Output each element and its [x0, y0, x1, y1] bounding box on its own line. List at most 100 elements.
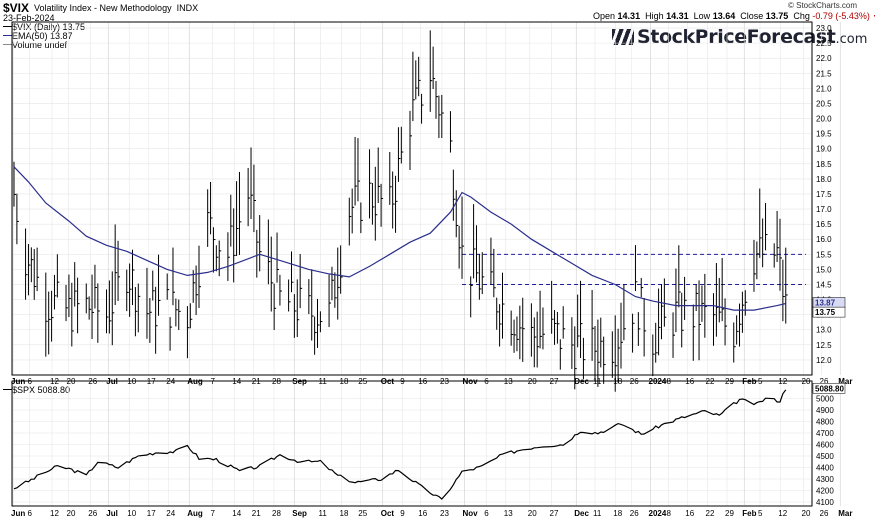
spx-price-tag: 5088.80: [815, 384, 844, 393]
y-tick-label: 12.0: [816, 356, 832, 365]
x-tick-label: 16: [418, 377, 427, 386]
x-tick-label: 10: [127, 509, 136, 518]
x-tick-label: 13: [504, 509, 513, 518]
spx-series-line: [13, 389, 787, 500]
x-tick-label: Oct: [381, 509, 395, 518]
spx-price-tag-box: [812, 383, 846, 394]
x-tick-label: Dec: [574, 509, 589, 518]
x-tick-label: 23: [440, 509, 449, 518]
x-tick-label: 17: [147, 509, 156, 518]
copyright: © StockCharts.com: [788, 1, 858, 10]
x-tick-label: 2024: [649, 377, 667, 386]
spx-line: [13, 389, 787, 500]
x-tick-label: 28: [272, 509, 281, 518]
y-tick-label: 4900: [816, 406, 834, 415]
x-tick-label: 24: [166, 509, 175, 518]
x-tick-label: 12: [50, 377, 59, 386]
x-tick-label: 29: [725, 509, 734, 518]
x-tick-label: 22: [706, 377, 715, 386]
x-tick-label: Sep: [292, 377, 307, 386]
x-tick-label: 11: [593, 509, 602, 518]
x-tick-label: 6: [28, 509, 33, 518]
x-tick-label: 7: [211, 377, 216, 386]
down-arrow-icon: ▼: [872, 14, 875, 21]
y-tick-label: 23.0: [816, 24, 832, 33]
x-tick-label: 9: [400, 509, 405, 518]
y-tick-label: 16.5: [816, 220, 832, 229]
x-tick-label: 17: [147, 377, 156, 386]
y-tick-label: 16.0: [816, 235, 832, 244]
x-tick-label: 12: [50, 509, 59, 518]
brand-logo: StockPriceForecast.com: [612, 26, 867, 48]
y-tick-label: 20.0: [816, 115, 832, 124]
y-tick-label: 15.5: [816, 250, 832, 259]
x-tick-label: 26: [820, 509, 829, 518]
x-tick-label: 25: [358, 377, 367, 386]
x-tick-label: Dec: [574, 377, 589, 386]
x-tick-label: 18: [340, 377, 349, 386]
resistance-lines: [462, 253, 806, 285]
y-tick-label: 22.5: [816, 39, 832, 48]
x-tick-label: 11: [319, 509, 328, 518]
y-tick-label: 19.5: [816, 130, 832, 139]
y-tick-label: 4400: [816, 464, 834, 473]
x-tick-label: 8: [667, 509, 672, 518]
legend-volume: Volume undef: [3, 40, 67, 50]
y-tick-label: 20.5: [816, 99, 832, 108]
lower-panel-frame: [11, 380, 813, 507]
x-tick-label: 20: [528, 509, 537, 518]
x-tick-label: Mar: [838, 509, 852, 518]
x-tick-label: 23: [440, 377, 449, 386]
y-tick-label: 4100: [816, 498, 834, 507]
x-tick-label: Mar: [838, 377, 852, 386]
x-tick-label: 12: [778, 377, 787, 386]
x-tick-label: Jul: [106, 377, 118, 386]
y-tick-label: 13.0: [816, 326, 832, 335]
x-tick-label: 28: [272, 377, 281, 386]
vix-price-tag-box: [812, 306, 846, 318]
x-tick-label: 14: [232, 377, 241, 386]
x-axis-labels: JunJun66121220202626JulJul101017172424Au…: [11, 377, 852, 518]
x-tick-label: 7: [211, 509, 216, 518]
y-tick-label: 4800: [816, 418, 834, 427]
lower-panel-grid: [12, 381, 841, 506]
legend-spx: $SPX 5088.80: [3, 385, 70, 395]
x-tick-label: Jun: [11, 377, 25, 386]
y-tick-label: 5000: [816, 395, 834, 404]
x-tick-label: 24: [166, 377, 175, 386]
x-tick-label: 5: [758, 509, 763, 518]
x-tick-label: Feb: [742, 377, 756, 386]
vix-price-tag: 13.75: [815, 308, 836, 317]
x-tick-label: Aug: [187, 509, 203, 518]
x-tick-label: 20: [802, 509, 811, 518]
y-axis-labels: 12.012.513.013.514.014.515.015.516.016.5…: [816, 24, 834, 507]
upper-panel-grid: [12, 22, 841, 375]
x-tick-label: 22: [706, 509, 715, 518]
upper-panel-frame: [11, 21, 813, 376]
x-tick-label: 20: [528, 377, 537, 386]
y-tick-label: 4200: [816, 487, 834, 496]
x-tick-label: 20: [802, 377, 811, 386]
x-tick-label: 20: [67, 377, 76, 386]
x-tick-label: 9: [400, 377, 405, 386]
x-tick-label: 6: [28, 377, 33, 386]
x-tick-label: 11: [593, 377, 602, 386]
ema-series-line: [13, 166, 786, 311]
ema-price-tag: 13.87: [815, 298, 836, 307]
x-tick-label: 14: [232, 509, 241, 518]
y-tick-label: 15.0: [816, 265, 832, 274]
x-tick-label: Jul: [106, 509, 118, 518]
x-tick-label: 26: [88, 509, 97, 518]
x-tick-label: 21: [252, 509, 261, 518]
x-tick-label: 16: [418, 509, 427, 518]
x-tick-label: 20: [67, 509, 76, 518]
y-tick-label: 19.0: [816, 145, 832, 154]
y-tick-label: 17.0: [816, 205, 832, 214]
symbol-name: Volatility Index - New Methodology INDX: [34, 3, 199, 13]
x-tick-label: 27: [550, 509, 559, 518]
x-tick-label: 18: [340, 509, 349, 518]
x-tick-label: 29: [725, 377, 734, 386]
y-tick-label: 4600: [816, 441, 834, 450]
y-tick-label: 4700: [816, 429, 834, 438]
